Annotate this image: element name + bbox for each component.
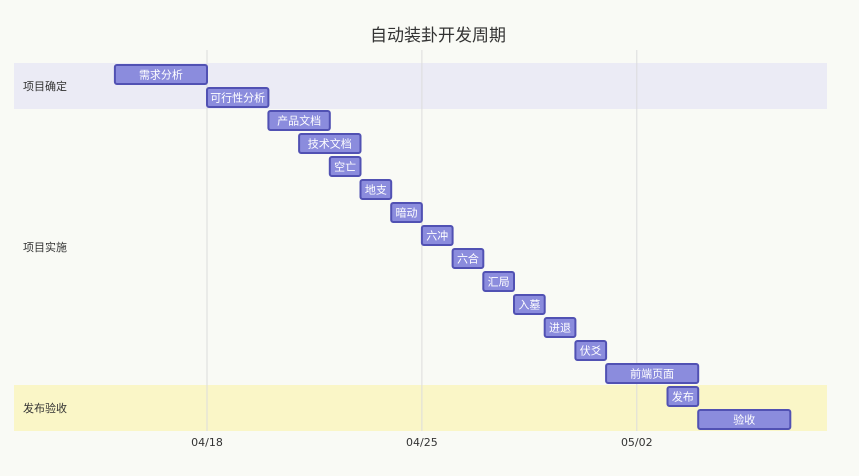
task-bar[interactable] [451, 248, 485, 269]
task-label: 空亡 [334, 160, 356, 174]
task-bar[interactable] [482, 271, 515, 292]
x-axis-ticks: 04/18 04/25 05/02 [191, 436, 653, 449]
task-bar[interactable] [298, 133, 362, 154]
task-label: 暗动 [396, 206, 418, 220]
task-bars: 需求分析可行性分析产品文档技术文档空亡地支暗动六冲六合汇局入墓进退伏爻前端页面发… [113, 64, 792, 430]
section-label: 发布验收 [23, 401, 67, 415]
task-bar[interactable] [328, 156, 362, 177]
task-bar[interactable] [359, 179, 393, 200]
section-label: 项目确定 [23, 79, 67, 93]
task-label: 入墓 [518, 299, 540, 312]
task-label: 六冲 [426, 229, 448, 243]
task-label: 产品文档 [277, 114, 321, 128]
task-bar[interactable] [543, 317, 577, 338]
task-label: 可行性分析 [210, 91, 265, 105]
task-label: 进退 [549, 322, 571, 335]
task-bar[interactable] [605, 363, 700, 384]
task-bar[interactable] [206, 87, 270, 108]
x-tick-label: 05/02 [621, 436, 653, 449]
task-bar[interactable] [666, 386, 700, 407]
task-bar[interactable] [267, 110, 331, 131]
task-label: 伏爻 [580, 344, 602, 358]
task-bar[interactable] [513, 294, 546, 315]
task-bar[interactable] [574, 340, 608, 361]
task-bar[interactable] [113, 64, 208, 85]
x-tick-label: 04/25 [406, 436, 438, 449]
chart-title: 自动装卦开发周期 [370, 26, 506, 46]
task-label: 验收 [733, 413, 755, 427]
task-label: 汇局 [488, 276, 510, 289]
section-bands [14, 63, 827, 431]
x-tick-label: 04/18 [191, 436, 223, 449]
task-bar[interactable] [697, 409, 792, 430]
task-bar[interactable] [390, 202, 423, 223]
section-label: 项目实施 [23, 240, 67, 254]
task-label: 六合 [457, 252, 479, 266]
task-bar[interactable] [420, 225, 454, 246]
task-label: 发布 [672, 390, 694, 404]
section-band [14, 109, 827, 385]
task-label: 需求分析 [139, 68, 183, 82]
task-label: 技术文档 [308, 137, 352, 151]
task-label: 地支 [365, 184, 387, 197]
task-label: 前端页面 [630, 367, 674, 381]
